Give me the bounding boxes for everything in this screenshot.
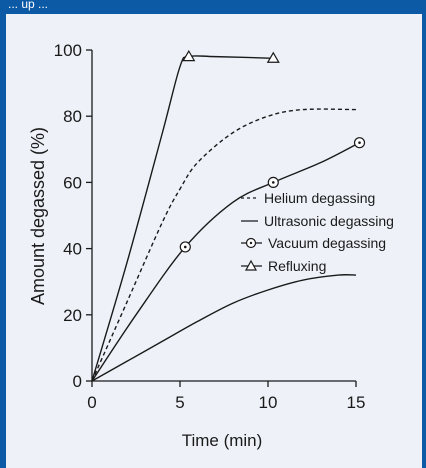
series-vacuum-line <box>91 142 360 382</box>
legend-label-helium: Helium degassing <box>264 190 375 206</box>
legend-entry-refluxing: Refluxing <box>241 258 326 274</box>
y-tick-label: 80 <box>63 107 82 126</box>
vacuum-marker <box>353 137 366 149</box>
marker-layer <box>179 49 366 253</box>
series-ultrasonic-line <box>91 274 357 382</box>
legend-entry-helium: Helium degassing <box>241 190 375 206</box>
x-axis-label: Time (min) <box>182 431 263 450</box>
legend-entry-vacuum: Vacuum degassing <box>241 235 386 251</box>
series-refluxing-line <box>91 55 274 382</box>
y-tick-label: 100 <box>54 41 82 60</box>
legend-label-vacuum: Vacuum degassing <box>268 235 386 251</box>
vacuum-marker <box>267 176 279 188</box>
x-tick-label: 0 <box>87 393 96 412</box>
header-caption: ... up ... <box>8 0 49 11</box>
y-tick-label: 40 <box>63 240 82 259</box>
left-border <box>0 14 6 468</box>
ticks <box>86 49 357 387</box>
y-tick-label: 0 <box>73 372 82 391</box>
y-tick-label: 60 <box>63 173 82 192</box>
legend-marker-triangle <box>244 259 258 271</box>
legend-label-ultrasonic: Ultrasonic degassing <box>264 213 394 229</box>
x-tick-label: 15 <box>347 393 366 412</box>
tick-labels: 0 5 10 15 0 20 40 60 80 100 <box>54 41 366 412</box>
legend: Helium degassing Ultrasonic degassing Va… <box>241 190 394 274</box>
vacuum-marker <box>179 241 191 253</box>
series-helium-line <box>91 108 357 382</box>
right-border <box>422 14 426 468</box>
series-layer <box>91 55 360 382</box>
legend-label-refluxing: Refluxing <box>268 258 326 274</box>
refluxing-marker <box>182 49 196 62</box>
x-tick-label: 10 <box>259 393 278 412</box>
y-tick-label: 20 <box>63 306 82 325</box>
header-band: ... up ... <box>0 0 426 14</box>
y-axis-label: Amount degassed (%) <box>28 127 48 305</box>
refluxing-marker <box>266 51 280 63</box>
legend-entry-ultrasonic: Ultrasonic degassing <box>241 213 394 229</box>
x-tick-label: 5 <box>175 393 184 412</box>
axes <box>91 50 356 382</box>
